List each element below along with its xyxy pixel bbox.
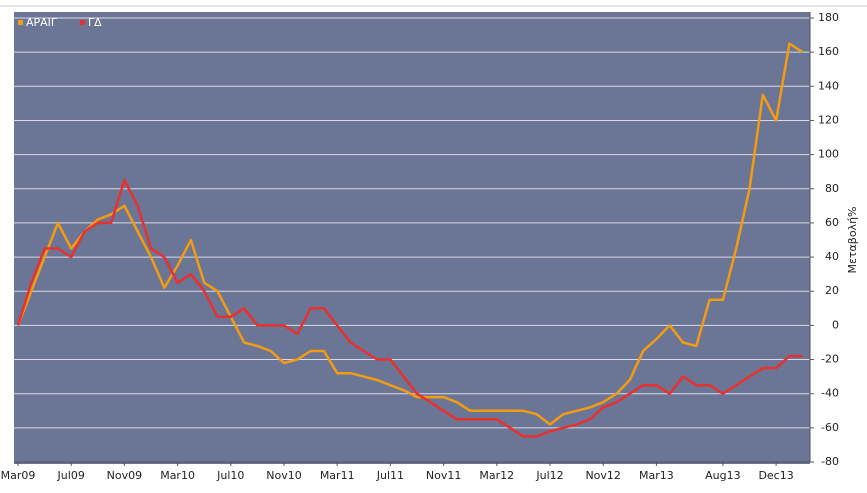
x-tick-label: Nov12 [585,469,620,482]
x-tick-label: Jul09 [57,469,85,482]
y-tick-label: -20 [821,353,839,366]
y-tick-label: -40 [821,387,839,400]
x-tick-label: Mar12 [479,469,514,482]
y-tick-label: 80 [825,182,839,195]
x-tick-label: Dec13 [758,469,793,482]
x-tick-label: Mar09 [1,469,36,482]
plot-area [14,12,810,464]
y-tick-label: 160 [818,45,839,58]
x-tick-label: Mar10 [160,469,195,482]
line-series [16,42,804,426]
x-tick-label: Jul12 [535,469,563,482]
x-tick-label: Aug13 [705,469,740,482]
x-tick-label: Mar13 [639,469,674,482]
legend-label: ΓΔ [88,16,102,29]
y-tick-label: 100 [818,148,839,161]
line-series [16,178,803,438]
x-tick-label: Nov11 [426,469,461,482]
y-tick-label: 120 [818,113,839,126]
y-tick-label: 40 [825,250,839,263]
y-tick-label: -80 [821,455,839,468]
legend-swatch [80,20,85,25]
y-tick-label: 60 [825,216,839,229]
x-tick-label: Nov09 [107,469,142,482]
x-tick-label: Jul11 [376,469,404,482]
legend-label: ΑΡΑΙΓ [26,16,58,29]
x-tick-label: Mar11 [320,469,355,482]
y-tick-label: 140 [818,79,839,92]
y-tick-label: -60 [821,421,839,434]
y-tick-label: 180 [818,11,839,24]
legend-swatch [18,20,23,25]
x-tick-label: Nov10 [266,469,301,482]
y-axis-label: Μεταβολή% [846,207,859,274]
y-tick-label: 20 [825,284,839,297]
y-tick-label: 0 [832,318,839,331]
x-tick-label: Jul10 [216,469,244,482]
